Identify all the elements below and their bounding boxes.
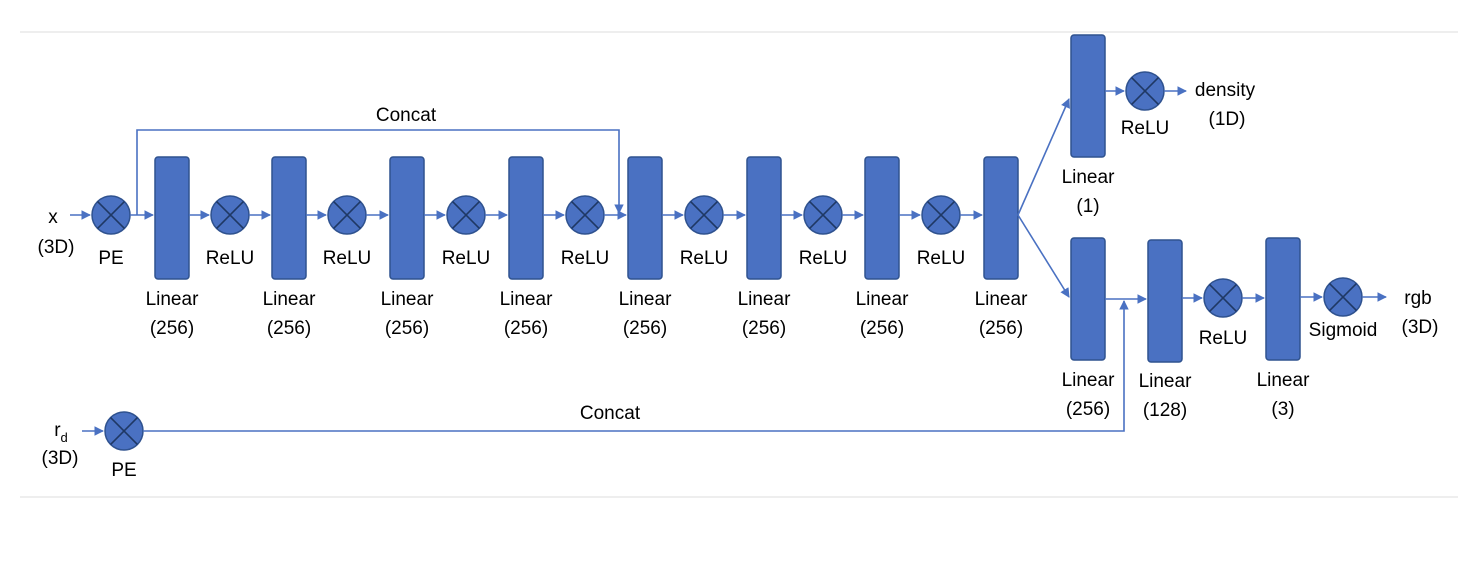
trunk-linear-8-size: (256) <box>979 318 1023 339</box>
density-linear-size: (1) <box>1076 196 1099 217</box>
trunk-linear-7-size: (256) <box>860 318 904 339</box>
trunk-linear-4-size: (256) <box>504 318 548 339</box>
input-rd-dims: (3D) <box>42 448 79 469</box>
trunk-linear-7 <box>864 156 900 280</box>
rgb-linear-256-size: (256) <box>1066 399 1110 420</box>
relu-4-node <box>565 195 605 235</box>
pe-x-label: PE <box>98 248 123 269</box>
relu-2-node <box>327 195 367 235</box>
trunk-linear-5 <box>627 156 663 280</box>
pe-rd-label: PE <box>111 460 136 481</box>
density-relu-node <box>1125 71 1165 111</box>
rgb-linear-3-label: Linear <box>1257 370 1310 391</box>
relu-7-label: ReLU <box>917 248 966 269</box>
trunk-linear-6-size: (256) <box>742 318 786 339</box>
relu-3-label: ReLU <box>442 248 491 269</box>
density-linear <box>1070 34 1106 158</box>
trunk-linear-5-label: Linear <box>619 289 672 310</box>
rgb-linear-3 <box>1265 237 1301 361</box>
relu-6-label: ReLU <box>799 248 848 269</box>
input-x-label: x <box>48 207 58 228</box>
relu-5-label: ReLU <box>680 248 729 269</box>
trunk-linear-4-label: Linear <box>500 289 553 310</box>
trunk-linear-2-size: (256) <box>267 318 311 339</box>
density-linear-label: Linear <box>1062 167 1115 188</box>
relu-7-node <box>921 195 961 235</box>
skip-concat-label: Concat <box>376 105 437 126</box>
rgb-linear-256-label: Linear <box>1062 370 1115 391</box>
trunk-linear-1 <box>154 156 190 280</box>
input-x-dims: (3D) <box>38 237 75 258</box>
rgb-output-dims: (3D) <box>1402 317 1439 338</box>
trunk-linear-1-size: (256) <box>150 318 194 339</box>
trunk-linear-2-label: Linear <box>263 289 316 310</box>
trunk-linear-5-size: (256) <box>623 318 667 339</box>
rgb-linear-128-label: Linear <box>1139 371 1192 392</box>
relu-2-label: ReLU <box>323 248 372 269</box>
skip-concat-wire <box>136 129 624 215</box>
trunk-linear-2 <box>271 156 307 280</box>
input-rd-label: rd <box>54 420 68 445</box>
rgb-relu-node <box>1203 278 1243 318</box>
trunk-linear-3-label: Linear <box>381 289 434 310</box>
density-output-label: density <box>1195 80 1256 101</box>
rgb-relu-label: ReLU <box>1199 328 1248 349</box>
sigmoid-label: Sigmoid <box>1309 320 1378 341</box>
relu-1-label: ReLU <box>206 248 255 269</box>
rgb-linear-3-size: (3) <box>1271 399 1294 420</box>
rd-concat-label: Concat <box>580 403 641 424</box>
pe-x-node <box>91 195 131 235</box>
pe-rd-node <box>104 411 144 451</box>
trunk-linear-8-label: Linear <box>975 289 1028 310</box>
trunk-linear-8 <box>983 156 1019 280</box>
trunk-linear-7-label: Linear <box>856 289 909 310</box>
wire-split-rgb <box>1017 214 1070 298</box>
relu-5-node <box>684 195 724 235</box>
trunk-linear-3-size: (256) <box>385 318 429 339</box>
trunk-linear-4 <box>508 156 544 280</box>
sigmoid-node <box>1323 277 1363 317</box>
trunk-linear-3 <box>389 156 425 280</box>
relu-1-node <box>210 195 250 235</box>
rgb-output-label: rgb <box>1404 288 1431 309</box>
wire-split-density <box>1017 98 1070 216</box>
trunk-linear-6-label: Linear <box>738 289 791 310</box>
rgb-linear-128 <box>1147 239 1183 363</box>
density-output-dims: (1D) <box>1209 109 1246 130</box>
relu-6-node <box>803 195 843 235</box>
relu-3-node <box>446 195 486 235</box>
relu-4-label: ReLU <box>561 248 610 269</box>
rgb-linear-128-size: (128) <box>1143 400 1187 421</box>
trunk-linear-1-label: Linear <box>146 289 199 310</box>
trunk-linear-6 <box>746 156 782 280</box>
rd-concat-wire <box>143 300 1129 432</box>
rgb-linear-256 <box>1070 237 1106 361</box>
density-relu-label: ReLU <box>1121 118 1170 139</box>
